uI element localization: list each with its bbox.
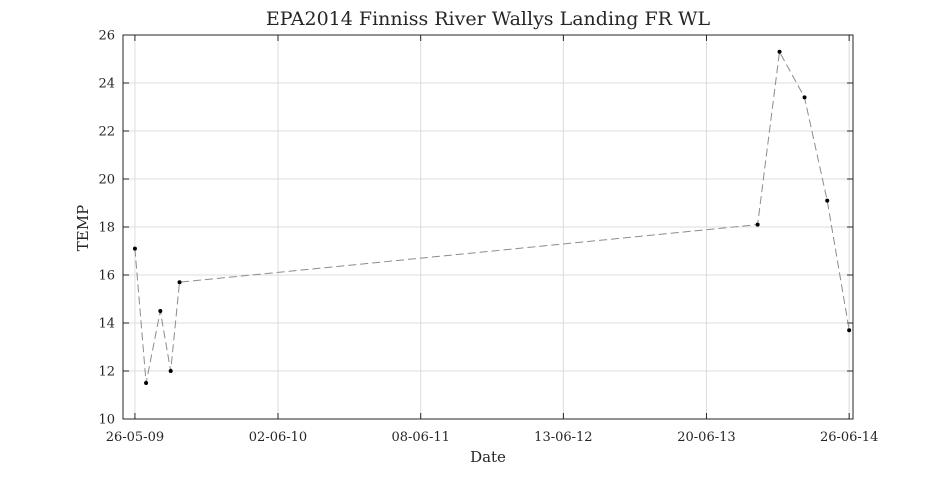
y-tick-label: 12 [98, 365, 115, 380]
y-tick-label: 16 [98, 269, 115, 284]
data-point [168, 369, 173, 373]
data-point [777, 49, 782, 54]
y-tick-label: 14 [98, 317, 115, 332]
y-tick-label: 18 [98, 221, 115, 236]
x-tick-label: 08-06-11 [391, 430, 449, 445]
data-point [755, 222, 760, 227]
y-tick-label: 22 [98, 125, 115, 140]
x-tick-label: 26-05-09 [106, 430, 164, 445]
data-point [802, 95, 807, 100]
data-point [825, 198, 830, 203]
y-axis-label: TEMP [74, 205, 92, 251]
data-point [144, 381, 149, 385]
grid [123, 34, 853, 420]
chart-title: EPA2014 Finniss River Wallys Landing FR … [266, 8, 711, 30]
data-point [158, 309, 163, 313]
y-tick-label: 20 [98, 173, 115, 188]
data-points [132, 49, 852, 385]
y-tick-label: 24 [98, 77, 115, 92]
data-point [132, 246, 137, 251]
ticks [123, 34, 853, 420]
tick-labels: 10 12 14 16 18 20 22 24 26 26-05-09 02-06-10 08-06-… [98, 29, 878, 446]
y-tick-label: 26 [98, 29, 115, 44]
x-tick-label: 20-06-13 [677, 430, 735, 445]
series-line [134, 50, 850, 384]
data-point [847, 328, 852, 333]
x-tick-label: 02-06-10 [249, 430, 307, 445]
y-tick-label: 10 [98, 413, 115, 428]
data-point [177, 280, 182, 285]
x-tick-label: 26-06-14 [820, 430, 878, 445]
x-tick-label: 13-06-12 [534, 430, 592, 445]
x-axis-label: Date [470, 448, 506, 466]
